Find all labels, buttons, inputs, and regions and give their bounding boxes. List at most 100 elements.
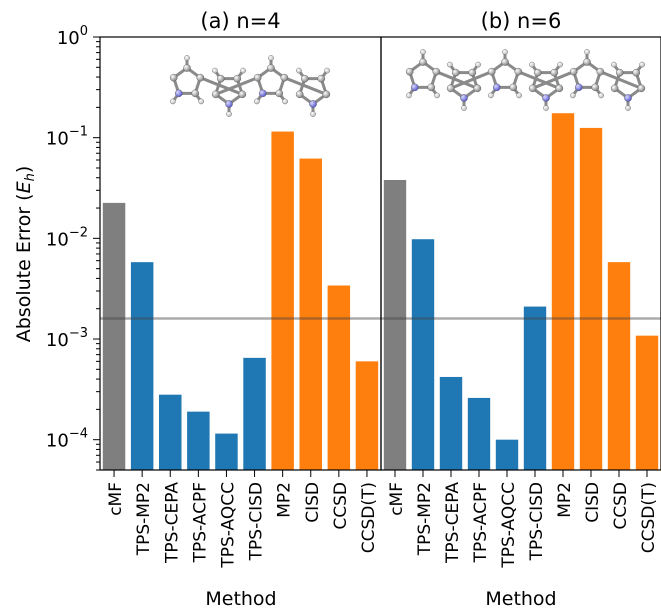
- y-tick-label: 100: [57, 24, 88, 49]
- molecule-bond: [198, 76, 244, 96]
- bar-tps-cisd: [243, 357, 266, 470]
- bar-tps-mp2: [411, 239, 435, 470]
- x-tick-label: TPS-MP2: [415, 482, 435, 556]
- carbon-atom: [514, 67, 523, 76]
- carbon-atom: [280, 73, 289, 82]
- nitrogen-atom: [460, 94, 468, 102]
- carbon-atom: [419, 58, 427, 66]
- bar-tps-acpf: [187, 411, 210, 470]
- hydrogen-atom: [461, 105, 467, 111]
- hydrogen-atom: [406, 92, 412, 99]
- x-tick-label: CCSD(T): [359, 482, 379, 553]
- carbon-atom: [169, 73, 178, 82]
- x-tick-label: CISD: [583, 482, 603, 523]
- x-tick-label: CCSD: [331, 482, 351, 530]
- carbon-atom: [267, 64, 275, 72]
- nitrogen-atom: [410, 83, 419, 92]
- carbon-atom: [275, 89, 284, 98]
- hydrogen-atom: [639, 61, 645, 68]
- bar-cmf: [383, 179, 407, 471]
- nitrogen-atom: [309, 100, 317, 108]
- x-tick-label: TPS-CISD: [527, 482, 547, 561]
- bar-ccsd-t-: [355, 361, 379, 470]
- x-tick-label: MP2: [275, 482, 295, 518]
- carbon-atom: [427, 83, 436, 92]
- molecule-bond: [434, 70, 479, 90]
- hydrogen-atom: [282, 98, 288, 105]
- hydrogen-atom: [502, 49, 508, 55]
- carbon-atom: [446, 84, 455, 93]
- carbon-atom: [473, 84, 482, 93]
- nitrogen-atom: [225, 100, 233, 108]
- molecule-bond: [449, 70, 494, 90]
- x-tick-label: cMF: [106, 482, 126, 516]
- bar-cmf: [102, 202, 126, 470]
- carbon-atom: [610, 84, 619, 93]
- hydrogen-atom: [516, 92, 522, 99]
- molecule-inset-n6: [405, 49, 646, 111]
- hydrogen-atom: [488, 92, 494, 99]
- nitrogen-atom: [624, 94, 632, 102]
- carbon-atom: [300, 74, 309, 83]
- hydrogen-atom: [226, 111, 232, 117]
- plot-frame: [380, 36, 661, 471]
- carbon-atom: [533, 68, 542, 77]
- x-axis-label-b: Method: [485, 588, 556, 610]
- carbon-atom: [468, 68, 477, 77]
- panel-b: cMF TPS-MP2 TPS-CEPA TPS-ACPF TPS-AQCC TPS-CI…: [380, 9, 661, 569]
- carbon-atom: [211, 90, 220, 99]
- x-tick-label: CISD: [303, 482, 323, 523]
- y-tick-label: 10−4: [46, 427, 88, 452]
- bar-tps-aqcc: [215, 433, 238, 470]
- carbon-atom: [253, 73, 262, 82]
- hydrogen-atom: [198, 98, 204, 105]
- nitrogen-atom: [542, 94, 550, 102]
- hydrogen-atom: [557, 61, 563, 68]
- molecule-bond: [282, 76, 328, 96]
- hydrogen-atom: [310, 111, 316, 117]
- molecule-bond: [214, 76, 260, 96]
- x-tick-label: TPS-AQCC: [218, 482, 238, 569]
- y-axis-label: Absolute Error (Eh): [13, 166, 38, 343]
- bar-tps-acpf: [467, 397, 491, 470]
- carbon-atom: [191, 89, 200, 98]
- carbon-atom: [501, 58, 509, 66]
- y-tick-label: 10−2: [46, 225, 88, 250]
- hydrogen-atom: [296, 67, 302, 74]
- carbon-atom: [583, 58, 591, 66]
- y-tick-label: 10−3: [46, 326, 88, 351]
- x-tick-label: TPS-ACPF: [190, 482, 210, 563]
- carbon-atom: [487, 67, 496, 76]
- carbon-atom: [405, 67, 414, 76]
- carbon-atom: [555, 84, 564, 93]
- hydrogen-atom: [584, 49, 590, 55]
- bar-ccsd: [327, 285, 351, 470]
- molecule-bond: [531, 70, 576, 90]
- hydrogen-atom: [570, 92, 576, 99]
- hydrogen-atom: [434, 92, 440, 99]
- carbon-atom: [322, 90, 331, 99]
- x-tick-label: TPS-ACPF: [471, 482, 491, 563]
- carbon-atom: [432, 67, 441, 76]
- panel-a: cMF TPS-MP2 TPS-CEPA TPS-ACPF TPS-AQCC TPS-CI…: [99, 9, 382, 569]
- carbon-atom: [615, 68, 624, 77]
- bar-tps-mp2: [130, 262, 154, 470]
- carbon-atom: [632, 68, 641, 77]
- bar-tps-aqcc: [495, 439, 519, 470]
- molecule-bond: [598, 70, 643, 90]
- carbon-atom: [569, 67, 578, 76]
- panel-title: (a) n=4: [200, 9, 280, 33]
- y-tick-label: 10−1: [46, 125, 88, 150]
- hydrogen-atom: [184, 55, 190, 61]
- carbon-atom: [509, 83, 518, 92]
- hydrogen-atom: [543, 105, 549, 111]
- hydrogen-atom: [254, 98, 260, 105]
- carbon-atom: [317, 74, 326, 83]
- bar-mp2: [271, 131, 294, 470]
- carbon-atom: [233, 74, 242, 83]
- hydrogen-atom: [598, 92, 604, 99]
- carbon-atom: [528, 84, 537, 93]
- carbon-atom: [550, 68, 559, 77]
- nitrogen-atom: [574, 83, 583, 92]
